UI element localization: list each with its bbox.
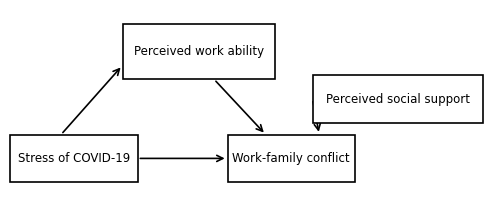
FancyBboxPatch shape (10, 135, 138, 182)
FancyBboxPatch shape (312, 75, 482, 123)
FancyBboxPatch shape (228, 135, 355, 182)
Text: Perceived work ability: Perceived work ability (134, 45, 264, 58)
Text: Perceived social support: Perceived social support (326, 92, 470, 106)
Text: Work-family conflict: Work-family conflict (232, 152, 350, 165)
Text: Stress of COVID-19: Stress of COVID-19 (18, 152, 130, 165)
FancyBboxPatch shape (122, 24, 275, 79)
